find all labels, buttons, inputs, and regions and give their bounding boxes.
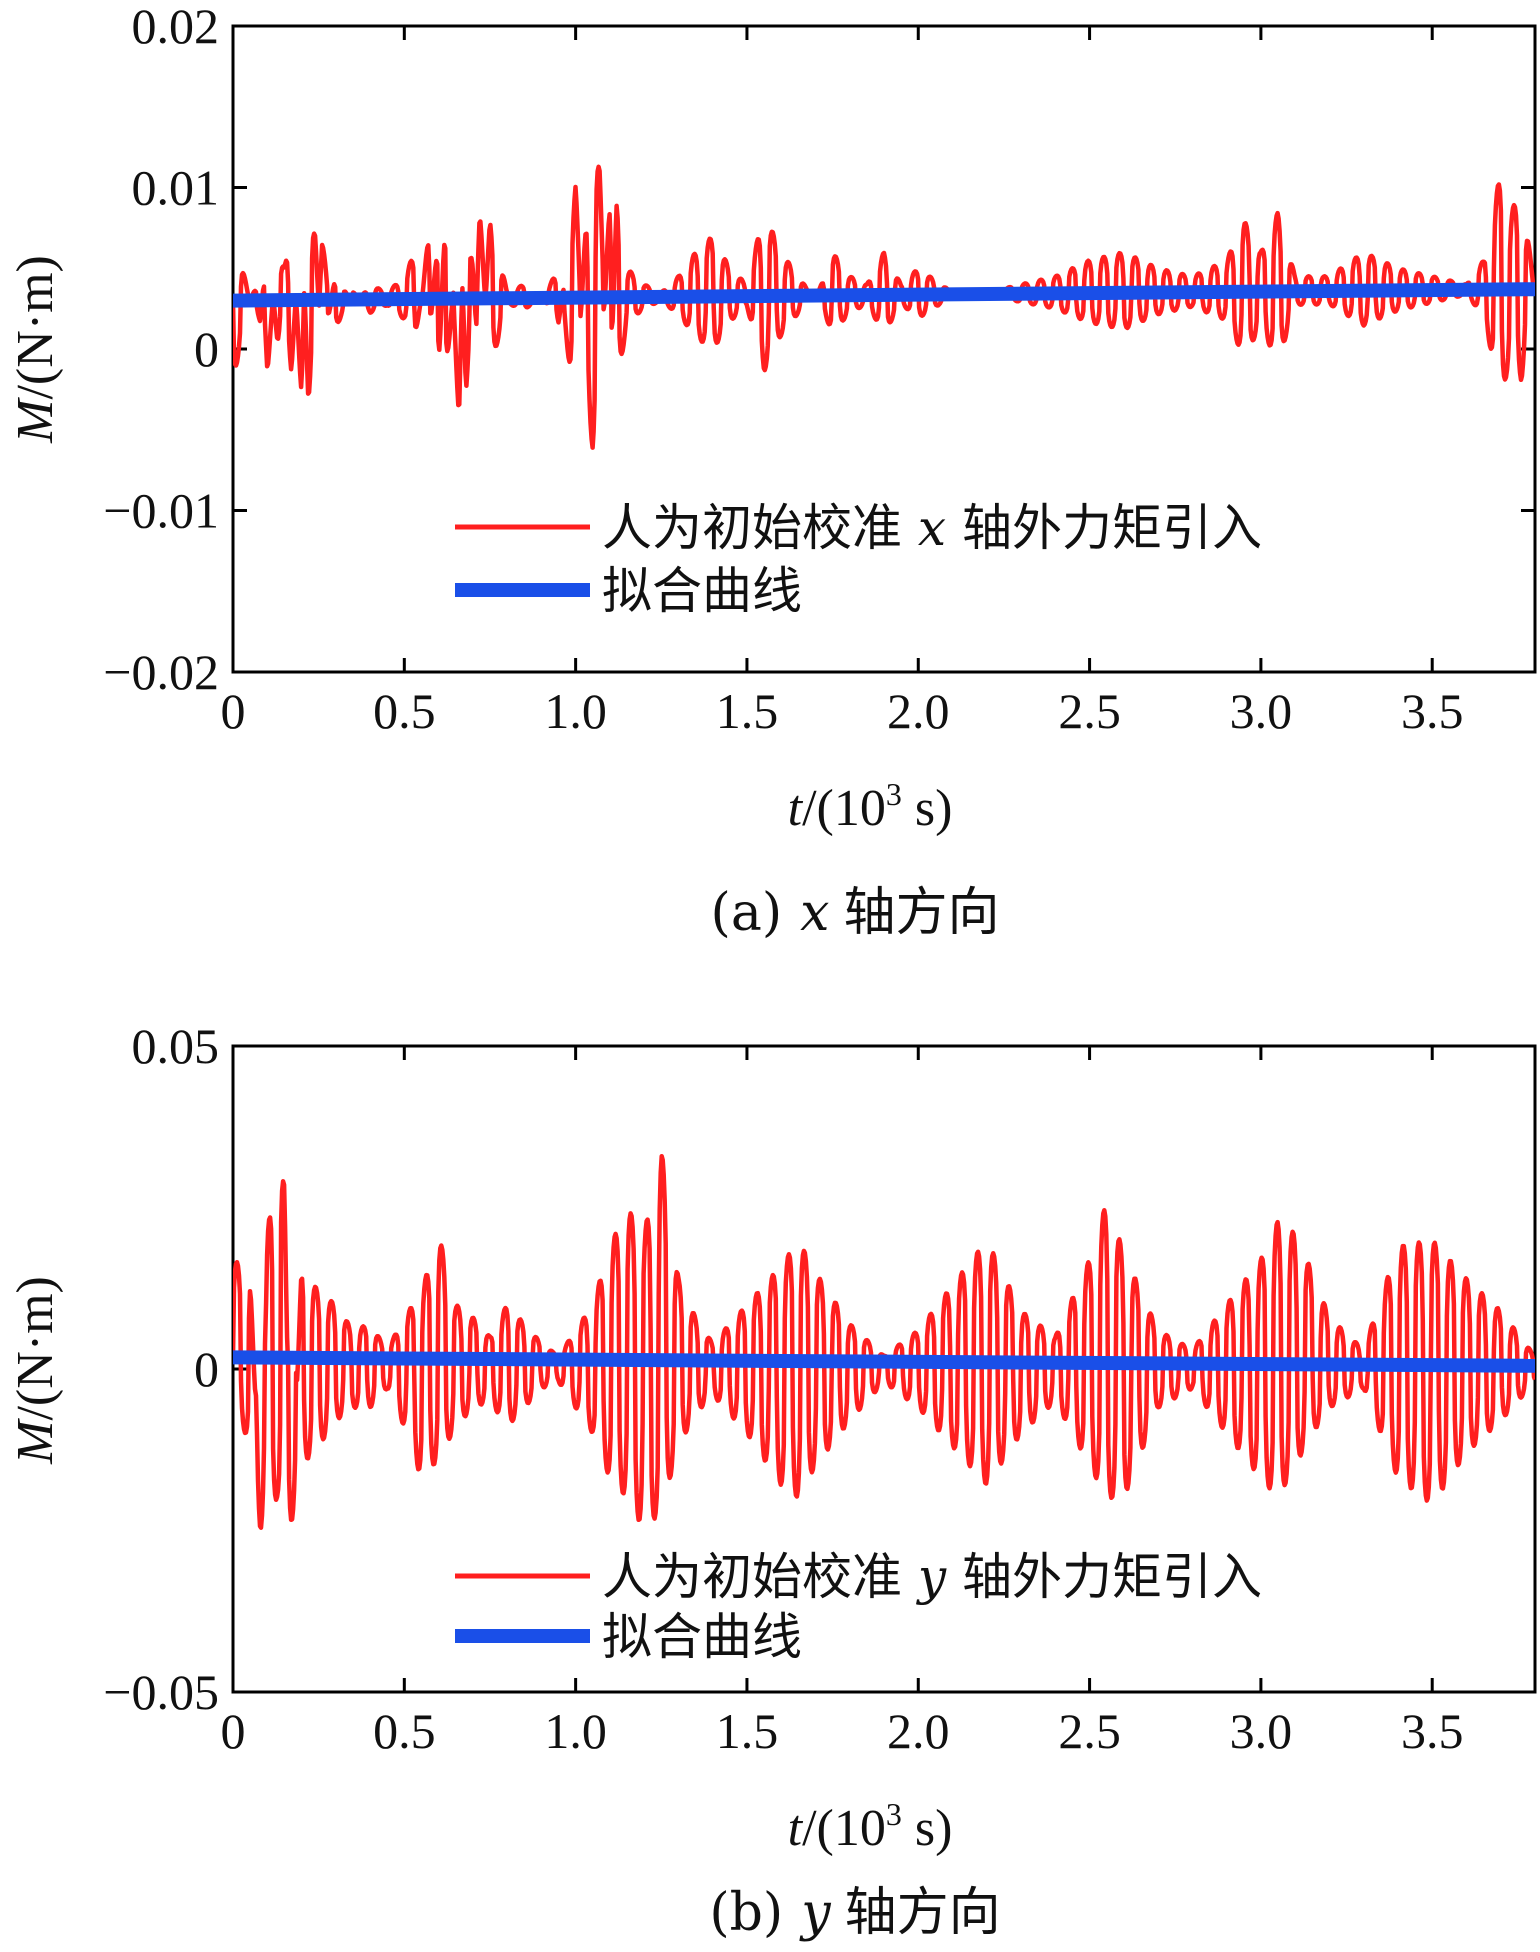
panel-a-x-axis-label: t/(103 s)	[788, 776, 953, 837]
panel-b-x-axis-unit-pre: /(10	[802, 1800, 886, 1857]
panel-a-y-axis-var: M	[7, 397, 64, 444]
panel-a-y-axis-unit: /(N·m)	[7, 255, 64, 399]
panel-b-caption-prefix: (b)	[709, 1883, 783, 1943]
panel-a-legend-label-2: 拟合曲线	[602, 562, 802, 620]
panel-b-x-tick-label: 2.5	[1058, 1703, 1121, 1759]
panel-b-x-axis-label: t/(103 s)	[788, 1796, 953, 1857]
panel-a-plot-frame	[231, 24, 1537, 674]
panel-b-caption-var: y	[799, 1883, 831, 1943]
panel-a-y-tick-label: −0.01	[103, 483, 219, 539]
panel-a-legend-label-1-var: x	[918, 499, 946, 557]
panel-a-x-axis-unit-sup: 3	[886, 776, 902, 812]
panel-b-y-tick-label: 0.05	[132, 1018, 220, 1074]
panel-b-x-tick-label: 0	[221, 1703, 246, 1759]
panel-a-x-tick-label: 0	[221, 683, 246, 739]
panel-b-legend-label-1-pre: 人为初始校准	[602, 1548, 918, 1606]
panel-a-chart: 0 0.5 1.0 1.5 2.0 2.5 3.0 3.5 −0.02 −0.01 0 0.01 0.0…	[7, 0, 1537, 943]
panel-b-x-axis-unit-sup: 3	[886, 1796, 902, 1832]
panel-b-caption-suffix: 轴方向	[845, 1883, 1001, 1943]
panel-b-y-axis-var: M	[7, 1418, 64, 1465]
panel-a-x-tick-label: 2.5	[1058, 683, 1121, 739]
panel-b-series-fit	[233, 1350, 1535, 1373]
panel-b-legend-label-1-var: y	[916, 1548, 947, 1606]
panel-b-y-axis-label: M/(N·m)	[7, 1276, 64, 1465]
panel-a-x-axis-unit-post: s)	[902, 780, 953, 837]
panel-a-y-tick-label: 0.01	[132, 160, 220, 216]
panel-a-legend: 人为初始校准 x 轴外力矩引入 拟合曲线	[455, 499, 1262, 620]
panel-b-x-tick-label: 1.0	[544, 1703, 607, 1759]
panel-b-legend-label-1: 人为初始校准 y 轴外力矩引入	[602, 1548, 1262, 1606]
panel-a-legend-label-1-pre: 人为初始校准	[602, 499, 918, 557]
panel-a-y-tick-label: 0.02	[132, 0, 220, 54]
panel-b-x-tick-label: 2.0	[887, 1703, 950, 1759]
panel-b-x-axis-unit-post: s)	[902, 1800, 953, 1857]
panel-a-caption-prefix: (a)	[711, 883, 783, 943]
panel-b-caption: (b) y 轴方向	[709, 1883, 1000, 1943]
panel-b-x-axis-var: t	[788, 1800, 804, 1857]
panel-b-legend: 人为初始校准 y 轴外力矩引入 拟合曲线	[455, 1548, 1262, 1666]
panel-a-caption-suffix: 轴方向	[843, 883, 999, 943]
panel-a-series	[233, 164, 1535, 450]
panel-a-y-tick-label: 0	[194, 321, 219, 377]
panel-a-x-tick-label: 3.0	[1230, 683, 1293, 739]
panel-b-x-tick-label: 3.0	[1230, 1703, 1293, 1759]
panel-b-y-tick-label: 0	[194, 1341, 219, 1397]
panel-b-series	[233, 1153, 1535, 1530]
panel-a-series-measured	[233, 164, 1535, 450]
panel-a-x-tick-label: 1.0	[544, 683, 607, 739]
panel-b-x-tick-label: 3.5	[1401, 1703, 1464, 1759]
panel-b-x-tick-label: 1.5	[716, 1703, 779, 1759]
panel-a-x-tick-label: 3.5	[1401, 683, 1464, 739]
panel-a-x-tick-label: 2.0	[887, 683, 950, 739]
panel-b-series-measured	[233, 1153, 1535, 1530]
panel-b-y-axis-unit: /(N·m)	[7, 1276, 64, 1420]
panel-a-x-tick-label: 1.5	[716, 683, 779, 739]
panel-a-legend-label-1: 人为初始校准 x 轴外力矩引入	[602, 499, 1262, 557]
panel-a-legend-label-1-post: 轴外力矩引入	[946, 499, 1262, 557]
panel-a-caption-var: x	[800, 883, 829, 943]
panel-b-legend-label-2: 拟合曲线	[602, 1608, 802, 1666]
panel-a-y-axis-label: M/(N·m)	[7, 255, 64, 444]
panel-b-x-tick-label: 0.5	[373, 1703, 436, 1759]
panel-a-x-axis-var: t	[788, 780, 804, 837]
panel-a-y-tick-label: −0.02	[103, 644, 219, 700]
panel-b-y-tick-label: −0.05	[103, 1664, 219, 1720]
panel-a-x-tick-label: 0.5	[373, 683, 436, 739]
panel-b-legend-label-1-post: 轴外力矩引入	[946, 1548, 1262, 1606]
panel-a-ticks: 0 0.5 1.0 1.5 2.0 2.5 3.0 3.5 −0.02 −0.01 0 0.01 0.0…	[103, 0, 1535, 739]
panel-a-x-axis-unit-pre: /(10	[802, 780, 886, 837]
panel-a-series-fit	[233, 282, 1535, 308]
panel-a-caption: (a) x 轴方向	[711, 883, 1000, 943]
